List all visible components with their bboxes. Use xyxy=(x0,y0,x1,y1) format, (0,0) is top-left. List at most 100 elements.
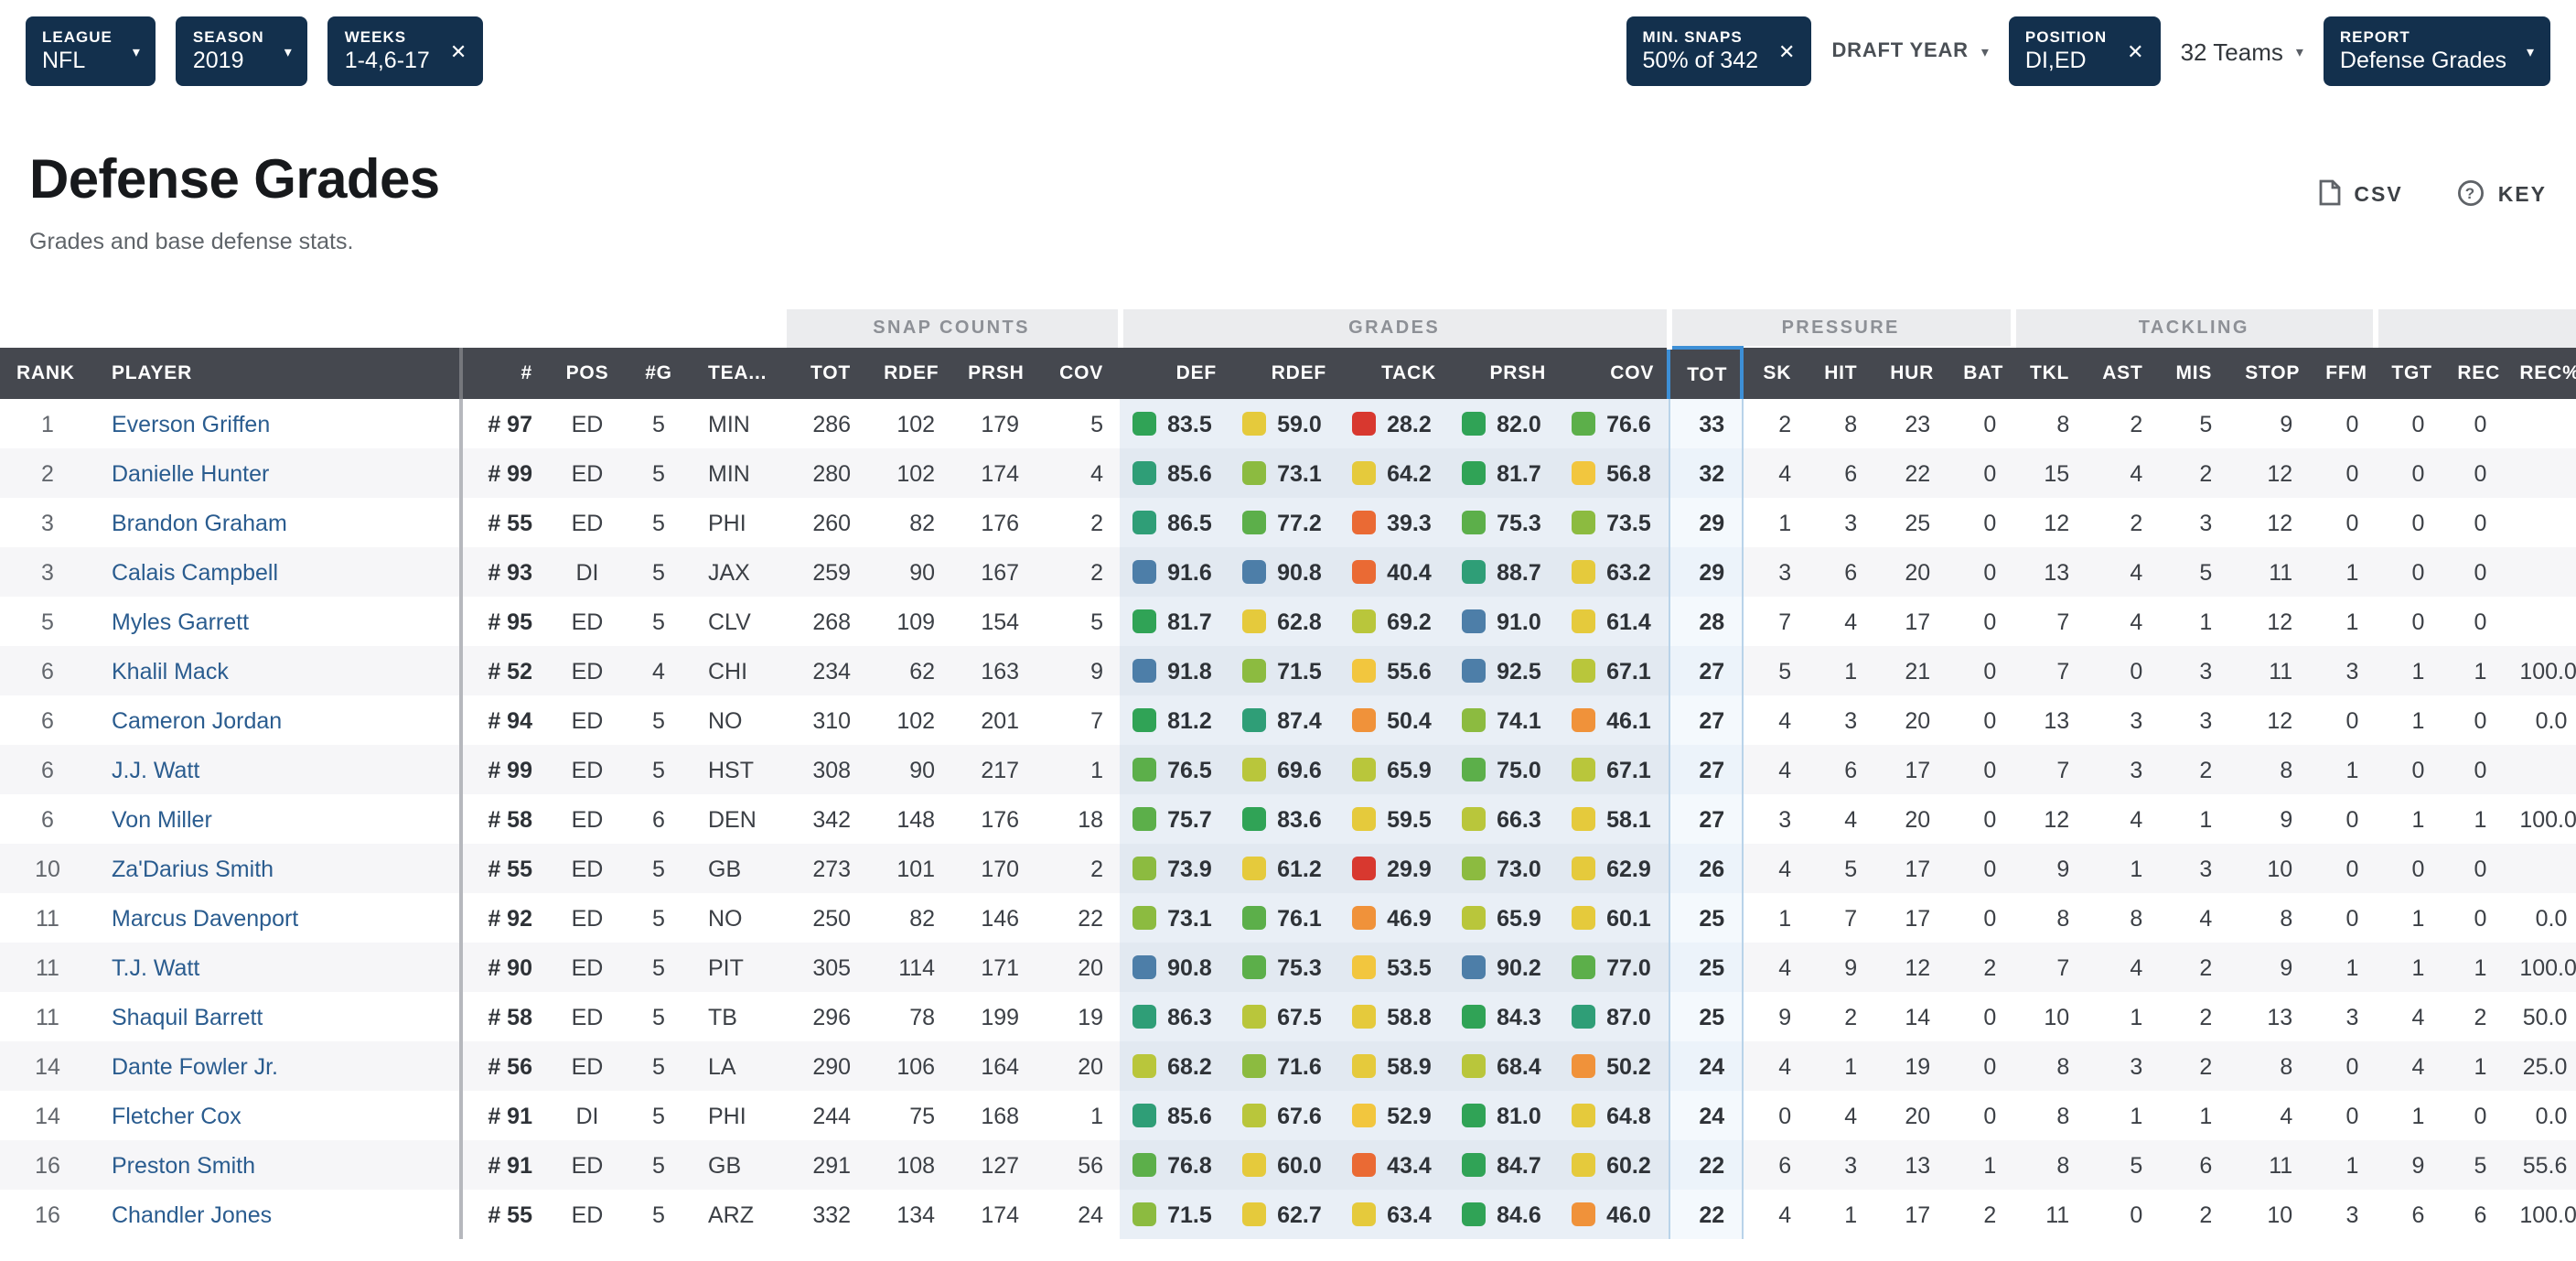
filter-teams-label: 32 Teams xyxy=(2180,38,2283,65)
player-link[interactable]: Marcus Davenport xyxy=(112,905,299,931)
snap-count-cell: 19 xyxy=(1036,992,1121,1041)
pressure-cell: 6 xyxy=(1808,745,1874,794)
column-header-hur[interactable]: HUR xyxy=(1873,348,1948,399)
close-icon[interactable]: ✕ xyxy=(2127,41,2144,63)
snap-count-cell: 332 xyxy=(783,1190,868,1239)
column-header-rec[interactable]: REC% xyxy=(2503,348,2576,399)
player-cell[interactable]: Chandler Jones xyxy=(95,1190,463,1239)
filter-teams[interactable]: 32 Teams ▾ xyxy=(2181,38,2303,65)
player-link[interactable]: Brandon Graham xyxy=(112,510,287,535)
pressure-cell: 4 xyxy=(1742,448,1809,498)
filter-report[interactable]: REPORT Defense Grades ▾ xyxy=(2323,16,2550,86)
column-header-tkl[interactable]: TKL xyxy=(2012,348,2087,399)
player-cell[interactable]: Shaquil Barrett xyxy=(95,992,463,1041)
player-link[interactable]: Von Miller xyxy=(112,806,212,832)
player-link[interactable]: Cameron Jordan xyxy=(112,707,283,733)
column-header-bat[interactable]: BAT xyxy=(1947,348,2013,399)
player-link[interactable]: Shaquil Barrett xyxy=(112,1004,263,1029)
grade-color-swatch xyxy=(1462,559,1487,583)
column-header-rdef[interactable]: RDEF xyxy=(1229,348,1340,399)
pressure-cell: 0 xyxy=(1947,597,2013,646)
column-header-hit[interactable]: HIT xyxy=(1808,348,1874,399)
player-link[interactable]: Chandler Jones xyxy=(112,1202,273,1227)
column-header-pos[interactable]: POS xyxy=(549,348,626,399)
close-icon[interactable]: ✕ xyxy=(1778,41,1796,63)
column-header-stop[interactable]: STOP xyxy=(2228,348,2310,399)
snap-count-cell: 4 xyxy=(1036,448,1121,498)
coverage-cell: 4 xyxy=(2375,1041,2442,1091)
column-header-ast[interactable]: AST xyxy=(2086,348,2160,399)
column-header-tack[interactable]: TACK xyxy=(1339,348,1450,399)
player-link[interactable]: J.J. Watt xyxy=(112,757,200,782)
column-header-rdef[interactable]: RDEF xyxy=(867,348,952,399)
player-cell[interactable]: Za'Darius Smith xyxy=(95,844,463,893)
player-link[interactable]: Everson Griffen xyxy=(112,411,271,436)
key-button[interactable]: ? KEY xyxy=(2458,179,2547,212)
grade-color-swatch xyxy=(1242,1053,1267,1077)
grade-value: 67.1 xyxy=(1606,757,1651,782)
filter-group-right: MIN. SNAPS 50% of 342 ✕ DRAFT YEAR ▾ POS… xyxy=(1626,16,2550,86)
column-header-rank[interactable]: RANK xyxy=(0,348,95,399)
player-cell[interactable]: Calais Campbell xyxy=(95,547,463,597)
filter-group-left: LEAGUE NFL ▾ SEASON 2019 ▾ WEEKS 1-4,6-1… xyxy=(26,16,484,86)
player-link[interactable]: Myles Garrett xyxy=(112,609,250,634)
player-cell[interactable]: Brandon Graham xyxy=(95,498,463,547)
filter-position[interactable]: POSITION DI,ED ✕ xyxy=(2008,16,2161,86)
column-header-tea[interactable]: TEA... xyxy=(692,348,784,399)
column-header-ffm[interactable]: FFM xyxy=(2309,348,2376,399)
filter-season[interactable]: SEASON 2019 ▾ xyxy=(176,16,308,86)
player-link[interactable]: T.J. Watt xyxy=(112,954,200,980)
column-header-mis[interactable]: MIS xyxy=(2159,348,2229,399)
column-header-sk[interactable]: SK xyxy=(1742,348,1809,399)
grade-color-swatch xyxy=(1132,559,1157,583)
column-header-g[interactable]: #G xyxy=(626,348,692,399)
player-cell[interactable]: Khalil Mack xyxy=(95,646,463,695)
player-cell[interactable]: Fletcher Cox xyxy=(95,1091,463,1140)
grade-color-swatch xyxy=(1132,510,1157,534)
player-cell[interactable]: T.J. Watt xyxy=(95,943,463,992)
column-header-prsh[interactable]: PRSH xyxy=(951,348,1036,399)
column-header-player[interactable]: PLAYER xyxy=(95,348,463,399)
grade-cell: 84.7 xyxy=(1449,1140,1560,1190)
player-link[interactable]: Calais Campbell xyxy=(112,559,279,585)
player-cell[interactable]: Von Miller xyxy=(95,794,463,844)
filter-weeks[interactable]: WEEKS 1-4,6-17 ✕ xyxy=(327,16,484,86)
column-header-rec[interactable]: REC xyxy=(2441,348,2504,399)
player-cell[interactable]: Cameron Jordan xyxy=(95,695,463,745)
tackling-cell: 3 xyxy=(2086,695,2160,745)
snap-count-cell: 174 xyxy=(951,448,1036,498)
table-row: 3 Brandon Graham # 55 ED 5 PHI 260 82 176 2 86.5 77… xyxy=(0,498,2576,547)
close-icon[interactable]: ✕ xyxy=(449,41,467,63)
coverage-cell: 1 xyxy=(2441,794,2504,844)
column-header-tgt[interactable]: TGT xyxy=(2375,348,2442,399)
player-link[interactable]: Dante Fowler Jr. xyxy=(112,1053,279,1079)
filter-league[interactable]: LEAGUE NFL ▾ xyxy=(26,16,156,86)
csv-button[interactable]: CSV xyxy=(2317,179,2402,212)
player-link[interactable]: Khalil Mack xyxy=(112,658,229,684)
player-cell[interactable]: Myles Garrett xyxy=(95,597,463,646)
player-cell[interactable]: J.J. Watt xyxy=(95,745,463,794)
column-header-tot[interactable]: TOT xyxy=(783,348,868,399)
player-cell[interactable]: Marcus Davenport xyxy=(95,893,463,943)
grade-value: 83.5 xyxy=(1167,411,1212,436)
pressure-cell: 4 xyxy=(1808,597,1874,646)
grade-cell: 61.2 xyxy=(1229,844,1340,893)
player-link[interactable]: Danielle Hunter xyxy=(112,460,270,486)
snap-count-cell: 2 xyxy=(1036,498,1121,547)
player-link[interactable]: Preston Smith xyxy=(112,1152,256,1178)
rank-cell: 11 xyxy=(0,943,95,992)
player-cell[interactable]: Preston Smith xyxy=(95,1140,463,1190)
player-cell[interactable]: Everson Griffen xyxy=(95,399,463,448)
column-header-cov[interactable]: COV xyxy=(1559,348,1669,399)
player-cell[interactable]: Dante Fowler Jr. xyxy=(95,1041,463,1091)
column-header-tot[interactable]: TOT xyxy=(1667,346,1744,399)
filter-draft-year[interactable]: DRAFT YEAR ▾ xyxy=(1831,40,1988,62)
column-header-prsh[interactable]: PRSH xyxy=(1449,348,1560,399)
player-cell[interactable]: Danielle Hunter xyxy=(95,448,463,498)
filter-min-snaps[interactable]: MIN. SNAPS 50% of 342 ✕ xyxy=(1626,16,1812,86)
player-link[interactable]: Fletcher Cox xyxy=(112,1103,242,1128)
column-header-col[interactable]: # xyxy=(461,348,549,399)
column-header-cov[interactable]: COV xyxy=(1036,348,1121,399)
column-header-def[interactable]: DEF xyxy=(1120,348,1230,399)
player-link[interactable]: Za'Darius Smith xyxy=(112,856,274,881)
